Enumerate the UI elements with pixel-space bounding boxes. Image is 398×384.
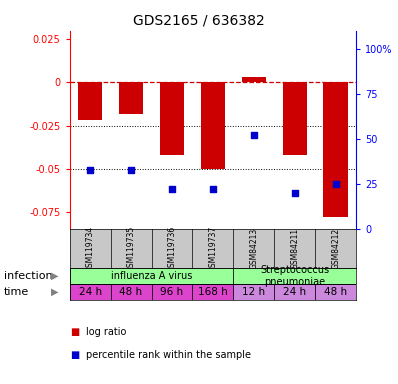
Point [292,190,298,196]
Text: ▶: ▶ [51,287,59,297]
Point [128,167,134,173]
Text: ▶: ▶ [51,271,59,281]
Text: GSM84211: GSM84211 [290,228,299,269]
Bar [324,83,348,217]
Text: infection: infection [4,271,53,281]
Point [210,186,216,192]
Bar [119,83,143,114]
Text: Streptococcus
pneumoniae: Streptococcus pneumoniae [260,265,330,287]
Text: influenza A virus: influenza A virus [111,271,192,281]
Text: GDS2165 / 636382: GDS2165 / 636382 [133,13,265,27]
Text: 48 h: 48 h [119,287,142,297]
Text: GSM84213: GSM84213 [250,228,258,269]
Bar [111,284,152,300]
Bar [233,268,356,284]
Text: GSM119735: GSM119735 [127,225,136,272]
Text: GSM119734: GSM119734 [86,225,95,272]
Bar [193,284,233,300]
Bar [78,83,102,121]
Bar [315,284,356,300]
Point [333,181,339,187]
Point [169,186,175,192]
Bar [160,83,184,155]
Bar [201,83,225,169]
Text: time: time [4,287,29,297]
Text: ■: ■ [70,327,79,337]
Text: ■: ■ [70,350,79,360]
Point [87,167,93,173]
Text: GSM84212: GSM84212 [331,228,340,269]
Text: 96 h: 96 h [160,287,183,297]
Bar [233,284,274,300]
Text: 24 h: 24 h [78,287,101,297]
Text: GSM119737: GSM119737 [209,225,217,272]
Text: 168 h: 168 h [198,287,228,297]
Point [251,132,257,138]
Text: 12 h: 12 h [242,287,265,297]
Bar [283,83,307,155]
Text: GSM119736: GSM119736 [168,225,176,272]
Bar [152,284,193,300]
Bar [70,268,233,284]
Bar [274,284,315,300]
Text: 24 h: 24 h [283,287,306,297]
Bar [70,284,111,300]
Text: percentile rank within the sample: percentile rank within the sample [86,350,252,360]
Bar [242,77,266,83]
Text: log ratio: log ratio [86,327,127,337]
Text: 48 h: 48 h [324,287,347,297]
